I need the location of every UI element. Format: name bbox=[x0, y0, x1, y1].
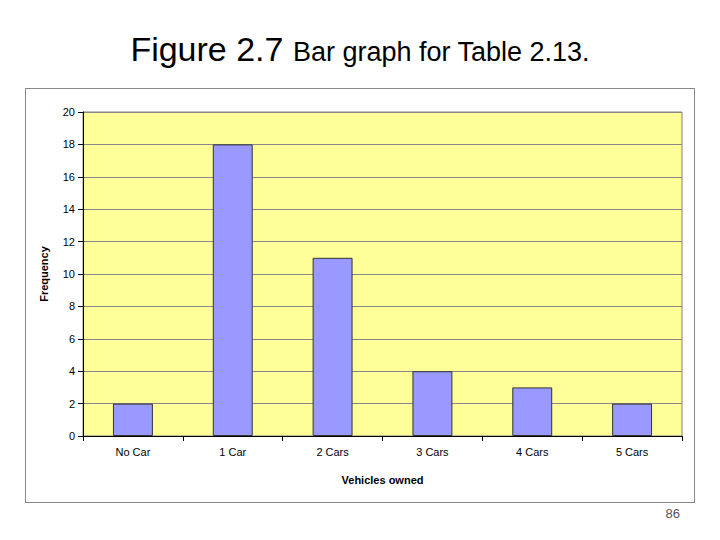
svg-text:10: 10 bbox=[63, 268, 75, 280]
svg-text:16: 16 bbox=[63, 171, 75, 183]
svg-text:No Car: No Car bbox=[115, 446, 150, 458]
svg-text:Vehicles owned: Vehicles owned bbox=[342, 474, 424, 486]
svg-text:12: 12 bbox=[63, 236, 75, 248]
html-text:86: 86 bbox=[665, 506, 680, 521]
svg-text:18: 18 bbox=[63, 138, 75, 150]
html-text:Figure 2.7Bar graph for Table: Figure 2.7Bar graph for Table 2.13. bbox=[130, 30, 590, 68]
svg-text:20: 20 bbox=[63, 106, 75, 118]
svg-text:4: 4 bbox=[69, 365, 75, 377]
svg-text:8: 8 bbox=[69, 300, 75, 312]
svg-text:14: 14 bbox=[63, 203, 75, 215]
svg-text:Frequency: Frequency bbox=[38, 245, 50, 302]
svg-text:5 Cars: 5 Cars bbox=[616, 446, 649, 458]
svg-text:2: 2 bbox=[69, 398, 75, 410]
svg-text:4 Cars: 4 Cars bbox=[516, 446, 549, 458]
svg-text:1 Car: 1 Car bbox=[219, 446, 246, 458]
svg-text:0: 0 bbox=[69, 430, 75, 442]
svg-text:2 Cars: 2 Cars bbox=[316, 446, 349, 458]
svg-text:3 Cars: 3 Cars bbox=[416, 446, 449, 458]
svg-text:6: 6 bbox=[69, 333, 75, 345]
